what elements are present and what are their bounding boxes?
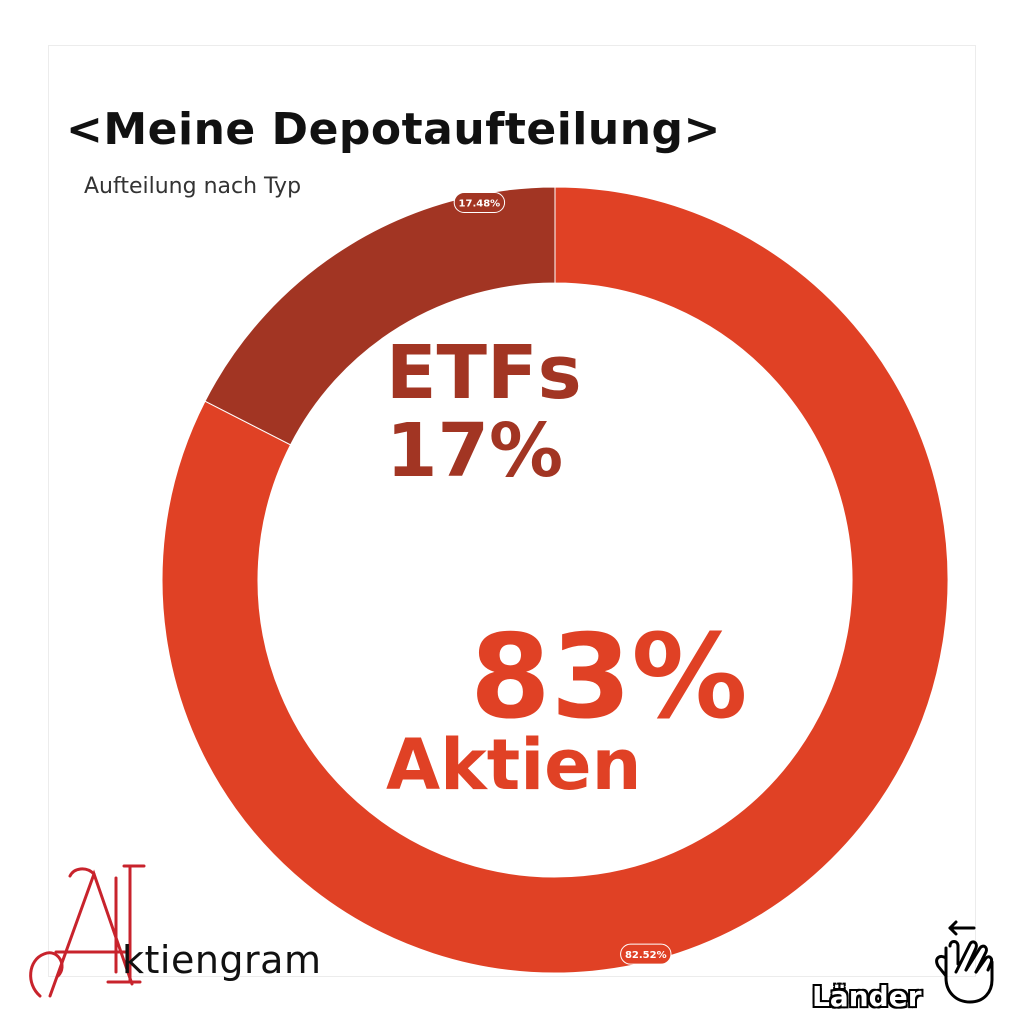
data-label-text: 82.52% [625,950,667,961]
aktien-category-label: Aktien [386,724,642,806]
donut-slice-aktien [161,186,949,974]
aktiengram-monogram-icon [29,864,146,998]
logo-wordmark: ktiengram [122,938,322,982]
donut-data-labels: 82.52% 17.48% [453,191,672,965]
next-page-label[interactable]: Länder [811,979,923,1014]
etf-category-label: ETFs [386,330,582,416]
swipe-hand-icon[interactable] [930,918,1002,1006]
data-label-aktien: 82.52% [620,943,672,965]
aktien-percent-label: 83% [470,610,748,745]
data-label-pill [453,191,506,213]
chart-title: <Meine Depotaufteilung> [66,104,721,155]
etf-percent-label: 17% [386,408,564,494]
donut-slices [161,186,949,974]
data-label-pill [620,943,672,965]
data-label-text: 17.48% [459,198,501,209]
chart-subtitle: Aufteilung nach Typ [84,174,302,199]
donut-slice-etfs [204,186,556,446]
data-label-etfs: 17.48% [453,191,506,213]
